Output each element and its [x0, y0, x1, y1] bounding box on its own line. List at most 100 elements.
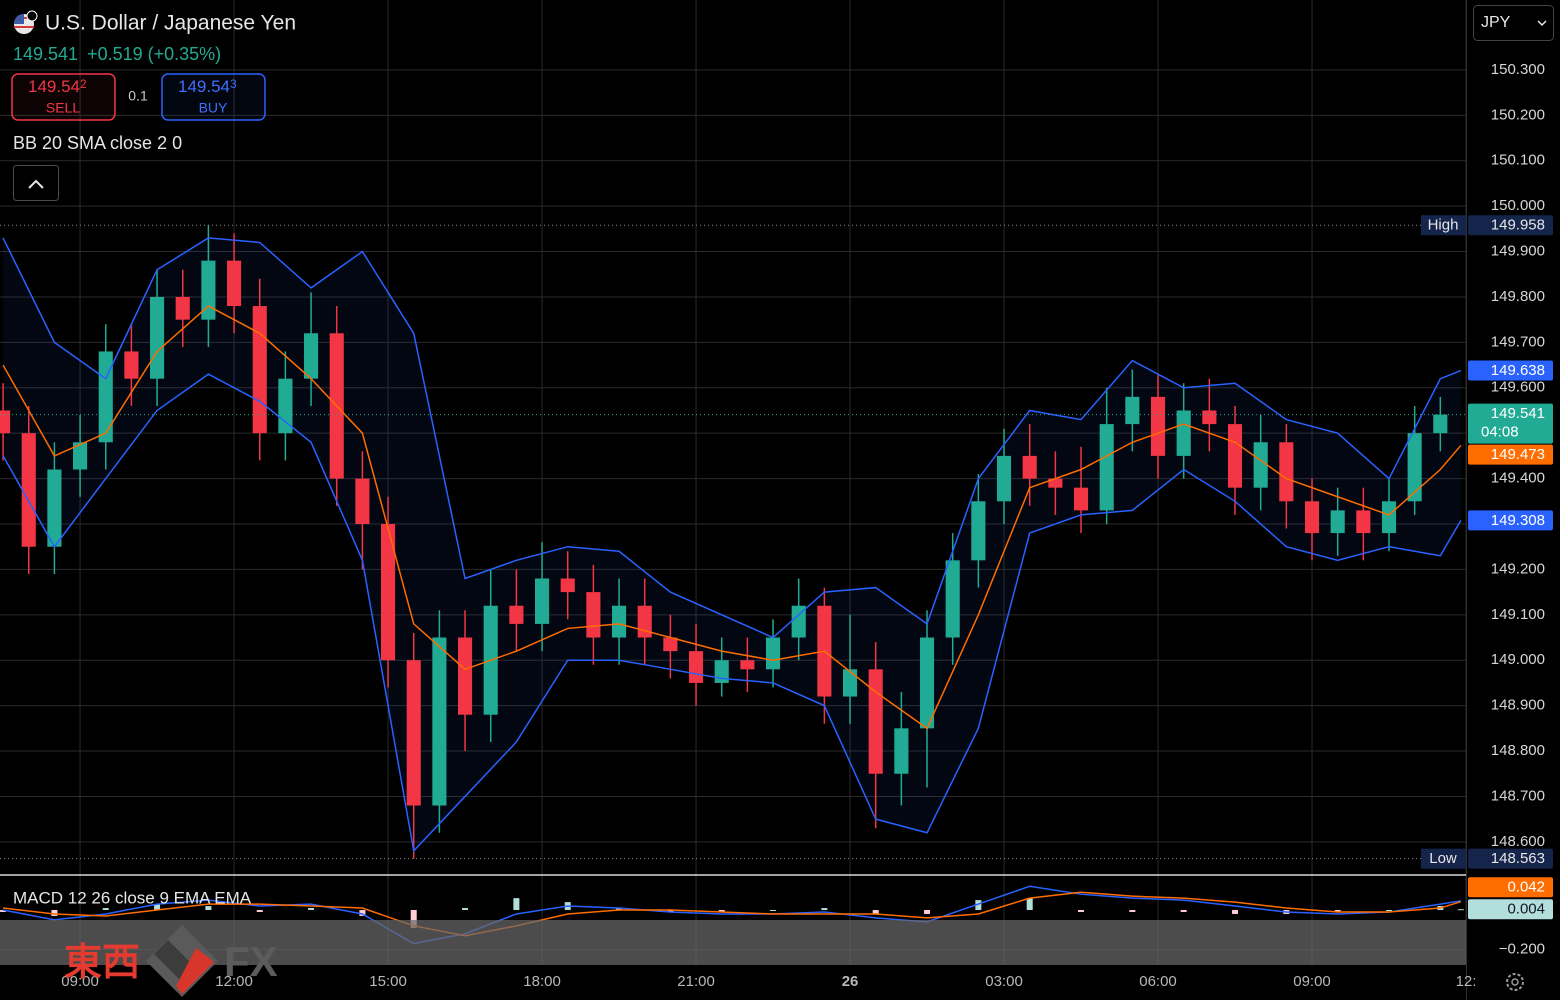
histogram-bar — [1334, 910, 1341, 912]
buy-box[interactable] — [161, 73, 266, 121]
candle-body — [868, 669, 883, 774]
low-tag-box — [1421, 848, 1466, 869]
candle-body — [1356, 510, 1371, 534]
gear-icon[interactable] — [1506, 973, 1524, 991]
histogram-value-box — [1468, 899, 1553, 920]
x-tick-label: 15:00 — [369, 973, 407, 990]
grid — [0, 0, 1467, 965]
candle-body — [1176, 410, 1191, 456]
price-pane — [0, 224, 1466, 860]
histogram-bar — [1078, 910, 1085, 912]
histogram-bar — [359, 910, 366, 916]
candle-body — [0, 410, 11, 434]
buy-price-pip[interactable]: 3 — [230, 77, 237, 91]
histogram-bar — [0, 910, 7, 912]
candle-body — [611, 605, 627, 638]
flag-icon — [26, 10, 38, 22]
buy-price[interactable]: 149.543 — [178, 77, 237, 96]
histogram-bar — [1129, 910, 1136, 912]
candle-body — [432, 637, 447, 806]
high-tag: High — [1428, 217, 1459, 234]
flag-icon — [14, 14, 24, 24]
sell-price-pip[interactable]: 2 — [80, 77, 87, 91]
axes — [1466, 0, 1560, 1000]
histogram-bar — [513, 898, 520, 911]
sell-box[interactable] — [11, 73, 116, 121]
buy-price-main[interactable]: 149.54 — [178, 77, 230, 96]
x-tick-label: 12:00 — [215, 973, 253, 990]
candle-body — [355, 478, 370, 525]
bollinger-price-box — [1468, 510, 1553, 531]
candle-body — [1048, 478, 1063, 488]
gear-icon[interactable] — [1511, 978, 1519, 986]
bollinger-price-box — [1468, 444, 1553, 465]
candle-body — [765, 637, 781, 670]
histogram-bar — [1232, 910, 1239, 914]
high-price: 149.958 — [1491, 217, 1545, 234]
histogram-bar — [51, 910, 58, 916]
candle-body — [996, 455, 1012, 502]
bollinger-price-box — [1468, 360, 1553, 381]
histogram-bar — [410, 910, 417, 928]
currency-dropdown[interactable]: JPY — [1473, 5, 1554, 41]
settings-button[interactable] — [1506, 973, 1524, 991]
histogram-bar — [102, 908, 109, 911]
sell-price[interactable]: 149.542 — [28, 77, 87, 96]
sell-price-main[interactable]: 149.54 — [28, 77, 80, 96]
histogram-value: 0.004 — [1507, 901, 1545, 918]
bollinger-line — [2, 305, 1462, 730]
collapse-box[interactable] — [13, 165, 59, 201]
bollinger-price: 149.473 — [1491, 446, 1545, 463]
collapse-button[interactable] — [13, 165, 59, 201]
candle-body — [1150, 396, 1166, 456]
x-tick-label: 21:00 — [677, 973, 715, 990]
candle-body — [586, 592, 601, 638]
histogram-bar — [462, 908, 469, 911]
candle-body — [842, 669, 858, 697]
histogram-bar — [872, 910, 879, 914]
candle-body — [304, 333, 319, 379]
macd-line — [2, 885, 1461, 945]
spread: 0.1 — [128, 88, 148, 104]
watermark-cjk: 東西 — [64, 942, 140, 984]
currency-label[interactable]: JPY — [1481, 14, 1511, 31]
candle-body — [1073, 487, 1089, 511]
watermark-band — [0, 920, 1466, 965]
price-axis-panel — [1467, 0, 1560, 1000]
watermark: 東西 FX — [64, 925, 278, 997]
bollinger-line — [2, 373, 1462, 853]
low-price-box — [1468, 848, 1553, 869]
buy-label[interactable]: BUY — [199, 100, 228, 116]
collapse-chevron[interactable] — [28, 179, 44, 189]
high-price-box — [1468, 215, 1553, 236]
currency-box[interactable] — [1473, 5, 1554, 41]
candle-body — [47, 469, 62, 547]
candle-body — [1381, 501, 1397, 534]
candle-body — [1227, 424, 1243, 488]
candle-body — [1022, 455, 1037, 479]
y-tick-label: 149.000 — [1491, 651, 1545, 668]
histogram-bar — [1180, 910, 1187, 912]
y-tick-label: 150.300 — [1491, 61, 1545, 78]
y-tick-label: 148.600 — [1491, 833, 1545, 850]
y-tick-label: 150.100 — [1491, 152, 1545, 169]
candle-body — [1304, 501, 1320, 534]
sell-button[interactable]: 149.542 SELL — [11, 73, 116, 121]
low-price: 148.563 — [1491, 850, 1545, 867]
last-price-box — [1468, 403, 1553, 444]
low-tag: Low — [1429, 850, 1457, 867]
currency-chevron[interactable] — [1537, 20, 1547, 27]
sell-label[interactable]: SELL — [46, 100, 80, 116]
histogram-bar — [821, 908, 828, 911]
buy-button[interactable]: 149.543 BUY — [161, 73, 266, 121]
candle-body — [1330, 510, 1345, 534]
candle-body — [1253, 442, 1268, 488]
candle-body — [1407, 433, 1422, 502]
macd-label: MACD 12 26 close 9 EMA EMA — [13, 888, 252, 907]
candle-body — [1202, 410, 1217, 425]
histogram-bar — [308, 908, 315, 911]
candle-body — [98, 351, 113, 443]
bollinger-line — [2, 237, 1462, 639]
